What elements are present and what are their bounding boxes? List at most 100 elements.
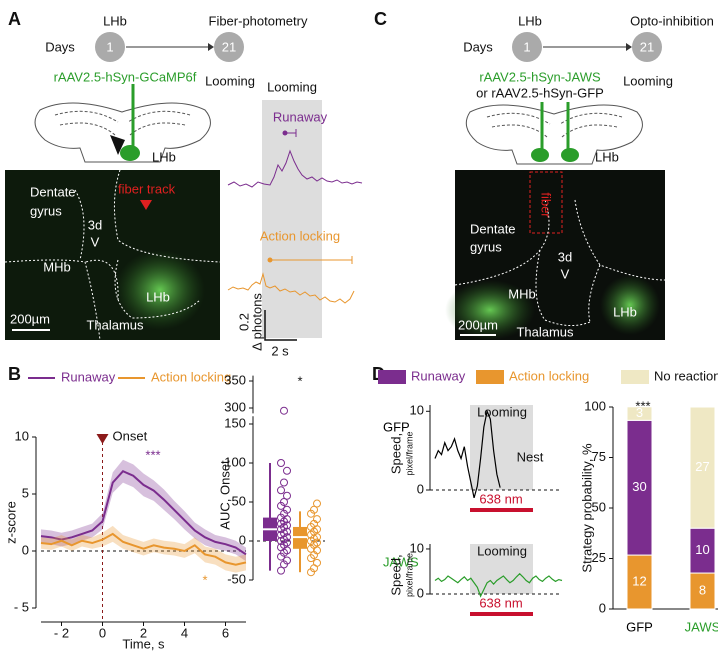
virus: or rAAV2.5-hSyn-GFP bbox=[476, 85, 604, 100]
y-axis-unit: pixel/frame bbox=[404, 553, 414, 597]
y-tick-label: 50 bbox=[232, 493, 246, 508]
data-point bbox=[280, 478, 288, 487]
data-point bbox=[277, 486, 285, 495]
schematic-label: LHb bbox=[595, 149, 619, 164]
data-point bbox=[313, 558, 321, 567]
y-tick-label: 10 bbox=[15, 428, 29, 443]
annotation: Nest bbox=[517, 449, 544, 464]
region-outlines bbox=[454, 199, 666, 326]
y-axis-label: Strategy probability, % bbox=[579, 443, 594, 573]
x-tick-label: 6 bbox=[222, 625, 229, 640]
y-tick-label: 150 bbox=[224, 415, 246, 430]
histology-label: MHb bbox=[508, 286, 535, 301]
histology-label: 3d bbox=[558, 249, 572, 264]
latency-bar bbox=[270, 256, 353, 264]
day-end: 21 bbox=[222, 39, 236, 54]
histology-label: Thalamus bbox=[516, 324, 574, 339]
bar-segment bbox=[626, 554, 653, 610]
y-axis-unit: pixel/frame bbox=[404, 431, 414, 475]
count-label: 12 bbox=[632, 573, 646, 588]
schematic-label: LHb bbox=[152, 149, 176, 164]
panel-label: A bbox=[8, 9, 21, 29]
y-tick-label: 0 bbox=[417, 481, 424, 496]
y-tick-label: 0 bbox=[22, 542, 29, 557]
onset-marker bbox=[96, 434, 109, 444]
data-point bbox=[313, 499, 321, 508]
method: Fiber-photometry bbox=[209, 13, 308, 28]
series-line bbox=[40, 532, 247, 566]
scale-label: 200µm bbox=[10, 311, 50, 326]
runaway-trace bbox=[227, 149, 363, 188]
histology-label: V bbox=[561, 266, 570, 281]
day-circle bbox=[95, 32, 125, 62]
y-tick-label: 0 bbox=[417, 585, 424, 600]
stimulus: Looming bbox=[205, 73, 255, 88]
fiber-outline bbox=[529, 171, 563, 234]
histology-label: LHb bbox=[613, 304, 637, 319]
histology-label: V bbox=[91, 234, 100, 249]
x-tick-label: 4 bbox=[181, 625, 188, 640]
annotation: * bbox=[202, 572, 207, 587]
day-end: 21 bbox=[640, 39, 654, 54]
scale-x: 2 s bbox=[271, 343, 289, 358]
stimulus-window bbox=[470, 544, 533, 594]
bar-segment bbox=[626, 406, 653, 421]
fluorescence bbox=[600, 275, 660, 335]
error-band bbox=[41, 459, 246, 562]
bar-segment bbox=[689, 406, 716, 529]
bar-segment bbox=[689, 572, 716, 610]
y-tick-label: 100 bbox=[584, 398, 606, 413]
trace-label: Runaway bbox=[273, 109, 328, 124]
onset-label: Onset bbox=[113, 428, 148, 443]
count-label: 3 bbox=[636, 405, 643, 420]
action-trace bbox=[227, 272, 355, 304]
y-tick-label: - 5 bbox=[14, 599, 29, 614]
laser-label: 638 nm bbox=[479, 595, 522, 610]
stimulus-label: Looming bbox=[477, 543, 527, 558]
annotation: * bbox=[297, 373, 302, 388]
legend-label: Action locking bbox=[509, 368, 589, 383]
histology-label: Thalamus bbox=[86, 317, 144, 332]
histology-label: Dentate bbox=[470, 221, 516, 236]
histology-label: fiber track bbox=[118, 181, 176, 196]
lhb-blob bbox=[120, 145, 140, 161]
trace-title: Looming bbox=[267, 79, 317, 94]
speed-line bbox=[434, 409, 501, 499]
day-circle bbox=[214, 32, 244, 62]
legend-swatch bbox=[621, 370, 649, 384]
stimulus: Looming bbox=[623, 73, 673, 88]
histology-label: gyrus bbox=[30, 203, 62, 218]
laser-label: 638 nm bbox=[479, 491, 522, 506]
count-label: 30 bbox=[632, 479, 646, 494]
x-tick-label: 0 bbox=[99, 625, 106, 640]
method: Opto-inhibition bbox=[630, 13, 714, 28]
y-axis-label: AUC, Onset bbox=[217, 460, 232, 530]
x-axis-label: Time, s bbox=[122, 636, 165, 651]
legend-label: Runaway bbox=[61, 369, 116, 384]
data-point bbox=[283, 505, 291, 514]
data-point bbox=[280, 406, 288, 415]
trace-label: Action locking bbox=[260, 228, 340, 243]
brain-schematic bbox=[34, 102, 211, 163]
brain-schematic bbox=[465, 104, 643, 165]
fluorescence bbox=[445, 280, 535, 340]
day-circle bbox=[512, 32, 542, 62]
y-tick-label: 100 bbox=[224, 454, 246, 469]
histology-label: MHb bbox=[43, 259, 70, 274]
day-start: 1 bbox=[106, 39, 113, 54]
region-outlines bbox=[4, 169, 221, 341]
bar-segment bbox=[689, 527, 716, 574]
y-tick-label: 0 bbox=[239, 532, 246, 547]
fluorescence bbox=[115, 250, 205, 330]
count-label: 27 bbox=[695, 459, 709, 474]
site: LHb bbox=[518, 13, 542, 28]
virus: rAAV2.5-hSyn-GCaMP6f bbox=[54, 69, 197, 84]
y-tick-label: 350 bbox=[224, 372, 246, 387]
speed-line bbox=[434, 572, 563, 598]
panel-label: C bbox=[374, 9, 387, 29]
data-point bbox=[283, 556, 291, 565]
stimulus-label: Looming bbox=[477, 404, 527, 419]
chart-title: JAWS bbox=[383, 554, 419, 569]
histology-label: 3d bbox=[88, 217, 102, 232]
